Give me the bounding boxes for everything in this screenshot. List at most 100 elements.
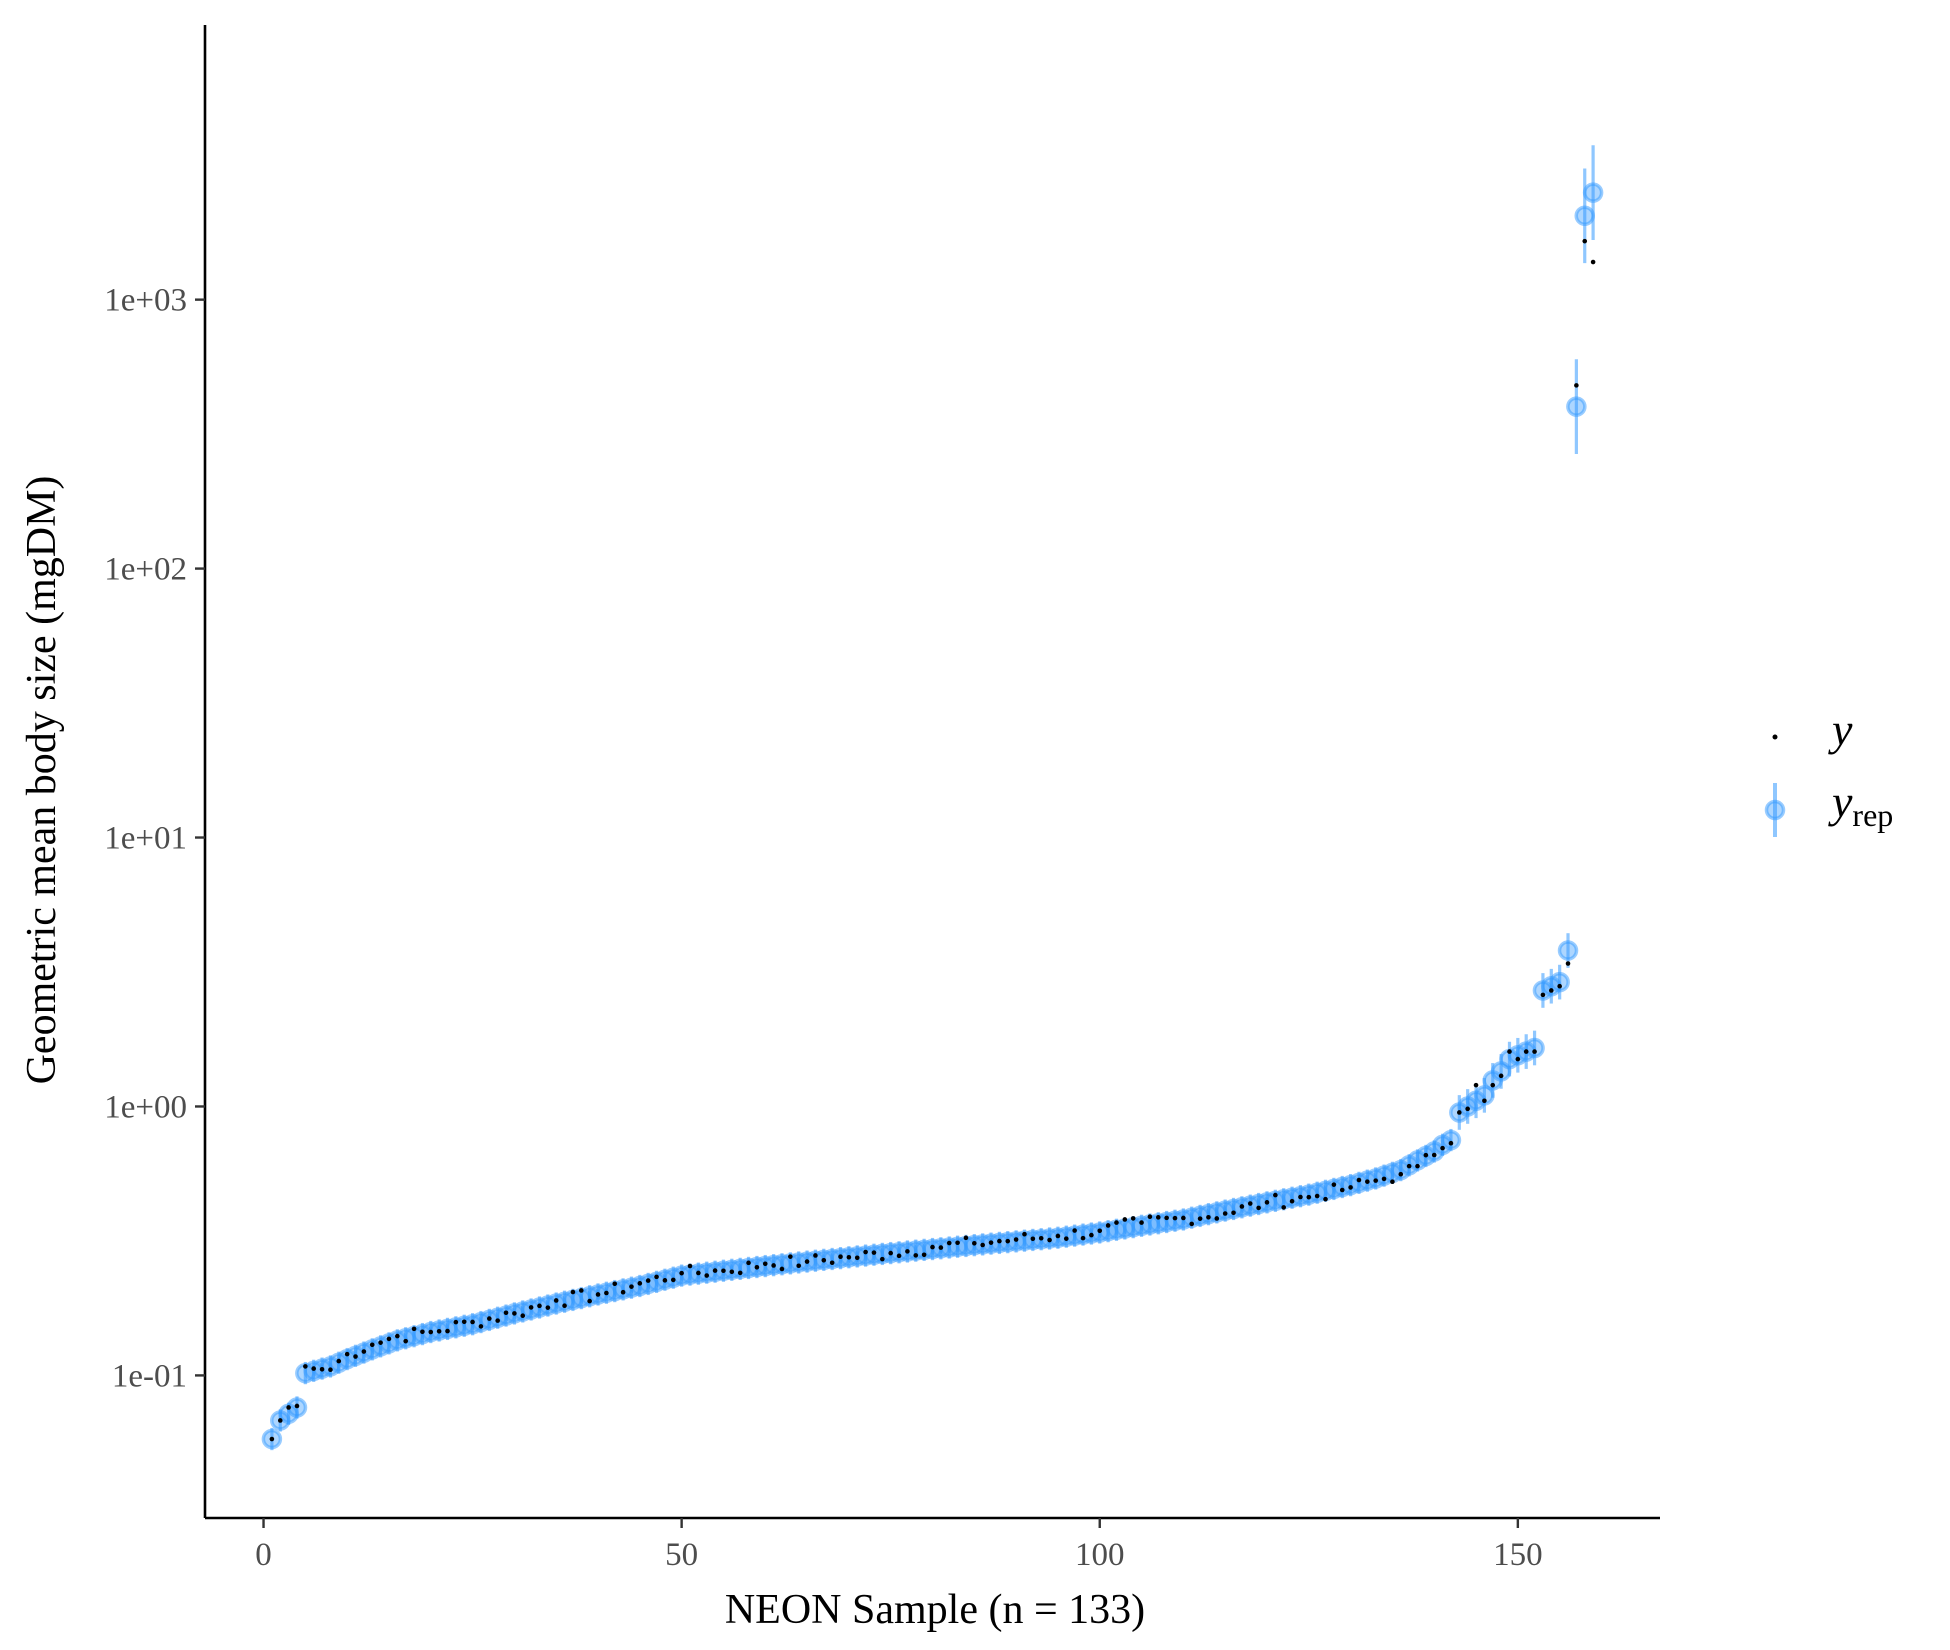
y-point (1072, 1228, 1077, 1233)
y-point (1381, 1176, 1387, 1182)
y-point (1306, 1194, 1312, 1200)
x-tick-label: 0 (255, 1537, 272, 1573)
y-point (269, 1436, 275, 1442)
y-point (762, 1261, 768, 1267)
y-point (1281, 1205, 1287, 1210)
y-point (1172, 1215, 1178, 1221)
y-point (512, 1311, 517, 1316)
y-point (796, 1263, 802, 1269)
y-point (1047, 1237, 1052, 1243)
y-point (1557, 983, 1562, 989)
y-tick-label: 1e+02 (104, 552, 187, 588)
y-point (578, 1288, 584, 1293)
y-point (946, 1240, 952, 1246)
y-point (963, 1235, 969, 1241)
y-point (1431, 1152, 1437, 1158)
y-point (771, 1263, 776, 1268)
y-point (386, 1336, 392, 1342)
y-point (1298, 1194, 1303, 1200)
y-point (1122, 1217, 1128, 1222)
y-point (1482, 1098, 1487, 1104)
y-point (670, 1277, 676, 1283)
y-point (1080, 1235, 1086, 1241)
y-point (562, 1303, 567, 1309)
y-point (503, 1310, 509, 1316)
y-point (1406, 1163, 1412, 1169)
y-point (1222, 1211, 1228, 1216)
y-point (846, 1254, 852, 1260)
y-point (1097, 1228, 1103, 1234)
y-point (537, 1303, 542, 1309)
y-point (1490, 1082, 1496, 1088)
plot-area (261, 145, 1604, 1451)
y-point (1473, 1082, 1479, 1088)
y-point (687, 1263, 693, 1269)
yrep-point (1566, 396, 1587, 417)
y-series (269, 238, 1596, 1442)
y-point (654, 1274, 659, 1280)
y-point (754, 1264, 760, 1270)
y-point (428, 1329, 434, 1335)
yrep-point (1549, 971, 1570, 993)
y-point (612, 1281, 618, 1287)
y-point (804, 1259, 810, 1264)
y-point (1055, 1233, 1061, 1239)
y-point (1247, 1201, 1253, 1206)
x-tick-label: 150 (1493, 1537, 1543, 1573)
y-point (712, 1268, 718, 1273)
legend-label-yrep-subscript: rep (1852, 797, 1893, 833)
y-point (553, 1298, 559, 1303)
y-point (1130, 1216, 1136, 1221)
y-point (896, 1253, 902, 1259)
y-point (888, 1250, 893, 1256)
y-point (587, 1298, 592, 1304)
y-point (528, 1305, 534, 1310)
legend-label-yrep: y (1828, 776, 1853, 827)
y-point (1105, 1223, 1111, 1228)
y-point (746, 1260, 751, 1266)
y-point (1323, 1196, 1328, 1202)
y-point (1239, 1204, 1245, 1209)
y-point (1197, 1216, 1203, 1221)
y-point (938, 1245, 944, 1250)
yrep-point (1574, 205, 1595, 227)
y-point (821, 1257, 827, 1263)
y-point (277, 1418, 283, 1423)
y-point (470, 1319, 475, 1325)
x-axis-title: NEON Sample (n = 133) (725, 1587, 1145, 1633)
y-point (696, 1270, 701, 1276)
y-point (1548, 988, 1554, 993)
y-point (595, 1292, 601, 1297)
y-point (788, 1254, 793, 1259)
y-point (930, 1244, 935, 1250)
yrep-point (1440, 1129, 1462, 1151)
y-point (1540, 992, 1546, 998)
y-point (487, 1316, 492, 1321)
y-point (679, 1270, 684, 1276)
y-point (854, 1255, 860, 1261)
y-point (520, 1313, 526, 1319)
y-point (629, 1284, 634, 1289)
y-point (311, 1366, 317, 1371)
y-point (361, 1349, 367, 1354)
yrep-point (1582, 182, 1604, 203)
y-point (1030, 1236, 1036, 1242)
y-point (1356, 1177, 1362, 1183)
y-point (1181, 1215, 1186, 1221)
y-point (1398, 1171, 1404, 1177)
y-point (1214, 1216, 1220, 1221)
y-point (328, 1367, 333, 1373)
y-point (997, 1238, 1002, 1244)
y-point (395, 1333, 400, 1339)
y-point (729, 1269, 735, 1275)
y-tick-label: 1e+03 (104, 283, 187, 319)
y-point (1498, 1073, 1504, 1079)
y-point (1063, 1236, 1069, 1241)
y-point (604, 1290, 609, 1296)
y-point (570, 1289, 576, 1295)
yrep-point (1524, 1037, 1545, 1059)
y-point (880, 1256, 885, 1262)
y-point (721, 1268, 726, 1274)
y-point (1314, 1193, 1320, 1199)
